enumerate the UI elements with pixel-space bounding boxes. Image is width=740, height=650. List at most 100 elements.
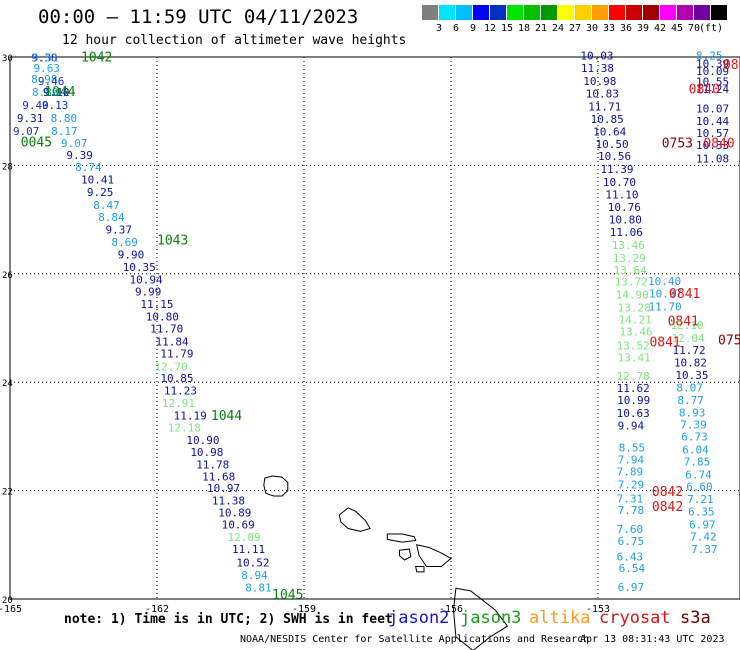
wave-height-reading: 6.35	[688, 506, 715, 519]
wave-height-reading: 8.74	[75, 161, 102, 174]
wave-height-reading: 9.39	[66, 149, 93, 162]
color-scale-label: 27	[568, 23, 582, 34]
pass-time-label: 0840	[703, 137, 734, 152]
color-swatch	[524, 5, 540, 20]
y-tick-label: 22	[2, 488, 13, 498]
wave-height-reading: 10.85	[591, 113, 624, 126]
wave-height-reading: 10.70	[603, 176, 636, 189]
y-tick-label: 24	[2, 379, 13, 389]
wave-height-reading: 11.24	[696, 83, 729, 96]
wave-height-reading: 8.07	[676, 381, 703, 394]
pass-time-label: 1043	[157, 234, 188, 249]
wave-height-reading: 13.28	[618, 302, 651, 315]
wave-height-reading: 10.33	[696, 139, 729, 152]
wave-height-reading: 9.38	[31, 51, 58, 64]
wave-height-reading: 10.35	[675, 369, 708, 382]
y-tick-label: 26	[2, 271, 13, 281]
wave-height-reading: 6.73	[681, 431, 708, 444]
wave-height-reading: 9.99	[135, 285, 162, 298]
color-swatch	[507, 5, 523, 20]
color-swatch	[677, 5, 693, 20]
wave-height-reading: 7.37	[691, 543, 718, 556]
wave-height-reading: 9.94	[618, 419, 645, 432]
color-swatch	[541, 5, 557, 20]
legend-s3a: s3a	[680, 608, 711, 628]
color-scale-label: 6	[452, 23, 460, 34]
pass-time-label: 1042	[81, 50, 112, 65]
wave-height-reading: 13.29	[613, 252, 646, 265]
wave-height-reading: 11.78	[196, 458, 229, 471]
wave-height-reading: 11.71	[588, 101, 621, 114]
wave-height-reading: 10.55	[696, 76, 729, 89]
wave-height-reading: 7.85	[684, 456, 711, 469]
wave-height-reading: 9.12	[43, 86, 70, 99]
wave-height-reading: 11.84	[156, 335, 189, 348]
wave-height-reading: 7.78	[618, 504, 645, 517]
island-molokai	[386, 533, 417, 543]
color-swatch	[694, 5, 710, 20]
x-tick-label: -153	[586, 604, 610, 615]
color-scale-label: 21	[534, 23, 548, 34]
x-tick-label: -156	[439, 604, 463, 615]
wave-height-reading: 11.68	[202, 470, 235, 483]
color-swatch	[660, 5, 676, 20]
wave-height-reading: 6.74	[685, 469, 712, 482]
color-swatch	[626, 5, 642, 20]
wave-height-reading: 11.62	[617, 382, 650, 395]
wave-height-reading: 7.42	[690, 530, 717, 543]
wave-height-reading: 8.93	[679, 406, 706, 419]
wave-height-reading: 10.97	[207, 482, 240, 495]
wave-height-reading: 6.97	[618, 581, 645, 594]
wave-height-reading: 8.84	[98, 211, 125, 224]
pass-time-label: 1044	[44, 85, 75, 100]
wave-height-reading: 9.90	[118, 249, 145, 262]
wave-height-reading: 12.18	[168, 422, 201, 435]
wave-height-reading: 10.80	[146, 310, 179, 323]
pass-time-label: 0045	[21, 135, 52, 150]
wave-height-reading: 10.98	[190, 446, 223, 459]
wave-height-reading: 11.10	[605, 188, 638, 201]
wave-height-reading: 11.38	[212, 495, 245, 508]
pass-time-label: 0839	[723, 58, 740, 73]
x-tick-label: -159	[292, 604, 316, 615]
wave-height-reading: 8.94	[241, 569, 268, 582]
wave-height-reading: 7.21	[687, 493, 714, 506]
wave-height-reading: 8.89	[32, 86, 59, 99]
wave-height-reading: 12.78	[617, 370, 650, 383]
wave-height-reading: 12.70	[155, 360, 188, 373]
wave-height-reading: 10.98	[583, 75, 616, 88]
x-tick-label: -165	[0, 604, 22, 615]
pass-time-label: 0841	[669, 287, 700, 302]
color-swatch	[643, 5, 659, 20]
wave-height-reading: 10.56	[598, 150, 631, 163]
wave-height-reading: 8.47	[93, 199, 120, 212]
wave-height-reading: 8.80	[51, 112, 78, 125]
wave-height-reading: 10.85	[160, 372, 193, 385]
color-swatch	[711, 5, 727, 20]
wave-height-reading: 11.08	[696, 153, 729, 166]
wave-height-reading: 10.39	[696, 57, 729, 70]
color-scale-label: 30	[585, 23, 599, 34]
plot-frame	[9, 56, 740, 600]
chart-title: 00:00 – 11:59 UTC 04/11/2023	[38, 6, 359, 28]
wave-height-reading: 9.07	[61, 137, 88, 150]
island-niihau-kauai	[263, 475, 289, 497]
wave-height-reading: 11.19	[174, 410, 207, 423]
color-swatch	[439, 5, 455, 20]
wave-height-reading: 12.04	[672, 332, 705, 345]
color-scale-label: 18	[517, 23, 531, 34]
color-scale-label: 3	[435, 23, 443, 34]
wave-height-reading: 6.04	[682, 444, 709, 457]
wave-height-reading: 10.63	[617, 407, 650, 420]
wave-height-reading: 10.09	[696, 65, 729, 78]
color-scale-label: 42	[653, 23, 667, 34]
wave-height-reading: 11.38	[581, 62, 614, 75]
wave-height-reading: 8.69	[111, 236, 137, 249]
x-tick-label: -162	[145, 604, 169, 615]
wave-height-reading: 12.10	[671, 319, 704, 332]
island-lanai	[399, 548, 412, 561]
wave-height-reading: 9.10	[43, 86, 70, 99]
wave-height-reading: 10.69	[222, 519, 255, 532]
wave-height-reading: 7.60	[617, 523, 644, 536]
